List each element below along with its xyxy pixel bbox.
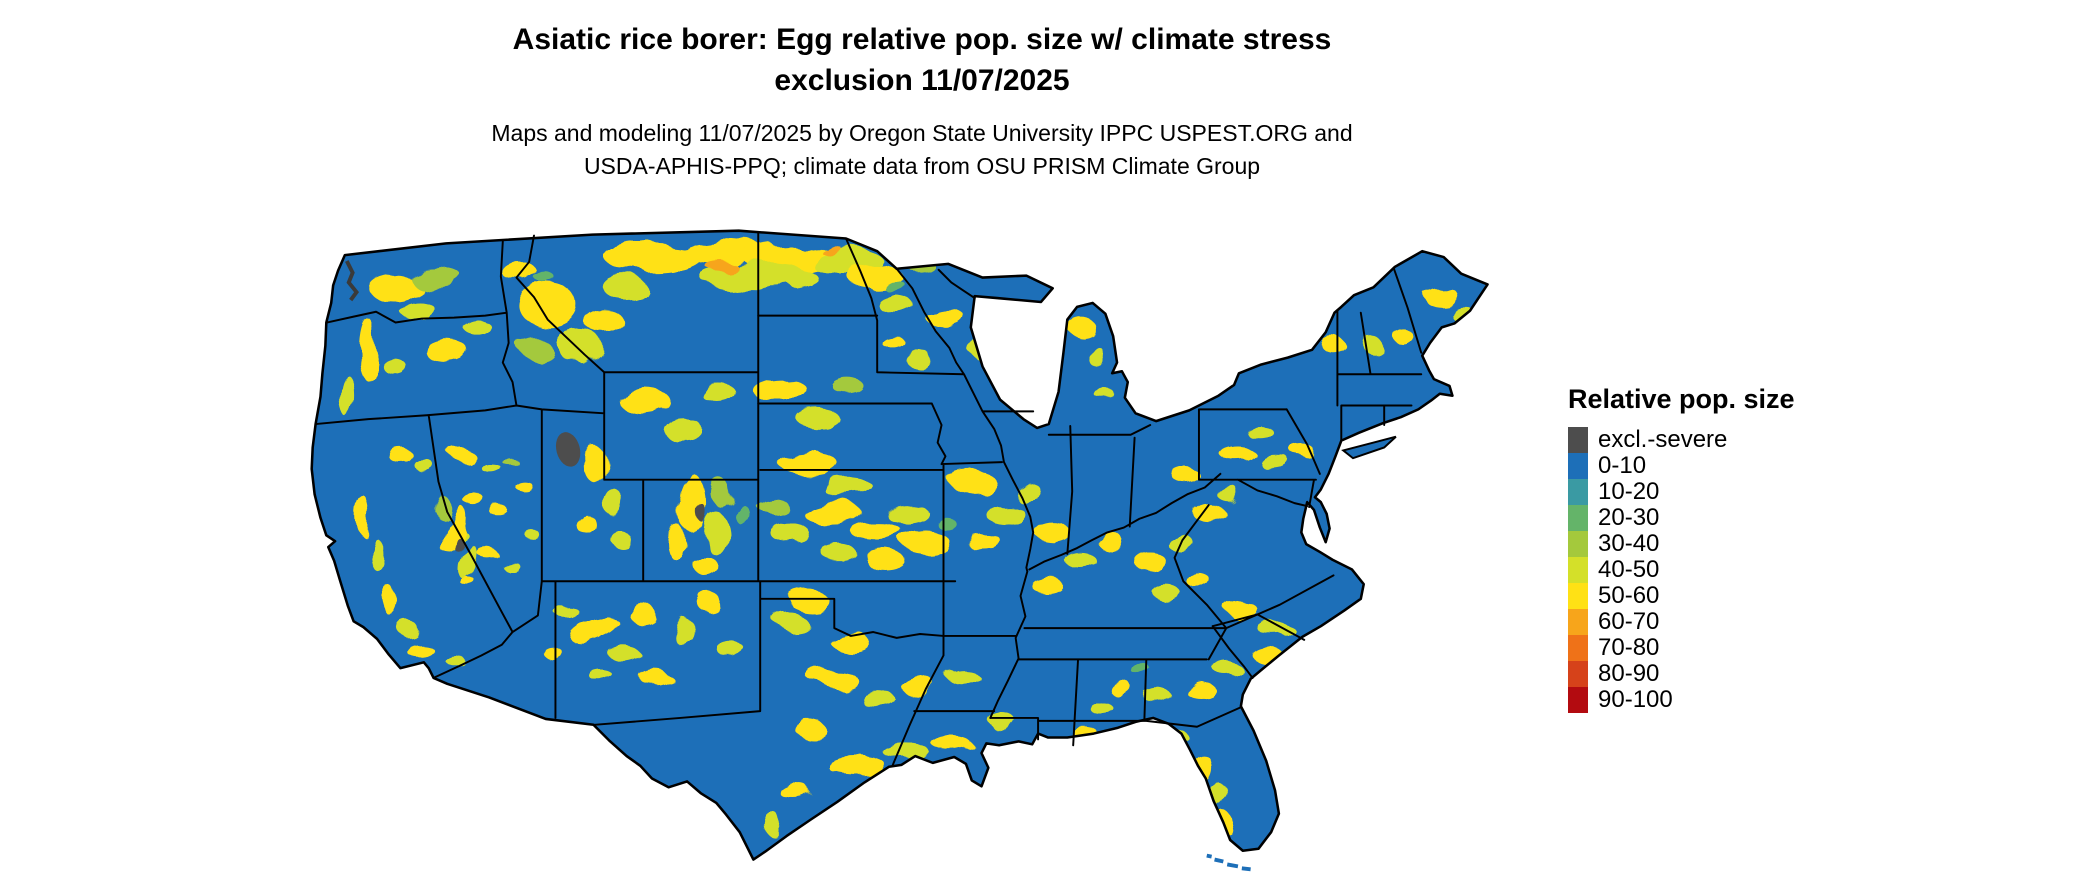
florida-keys [1206,853,1251,872]
us-map [300,218,1548,882]
subtitle-line-2: USDA-APHIS-PPQ; climate data from OSU PR… [583,153,1261,180]
legend-label: 80-90 [1598,660,1660,687]
page-title: Asiatic rice borer: Egg relative pop. si… [0,20,1844,101]
legend-swatch [1568,427,1588,453]
legend-item: 50-60 [1568,583,1795,609]
legend-label: 20-30 [1598,504,1660,531]
legend-swatch [1568,453,1588,479]
header: Asiatic rice borer: Egg relative pop. si… [0,20,1844,184]
legend: Relative pop. size excl.-severe 0-10 10-20… [1568,384,1795,713]
legend-swatch [1568,661,1588,687]
legend-swatch [1568,531,1588,557]
legend-swatch [1568,557,1588,583]
us-map-svg [310,229,1489,872]
legend-item: 0-10 [1568,453,1795,479]
legend-label: 0-10 [1598,452,1647,479]
legend-items: excl.-severe 0-10 10-20 20-30 30-40 40-50 50-6… [1568,427,1795,713]
title-line-1: Asiatic rice borer: Egg relative pop. si… [512,23,1332,56]
legend-item: 60-70 [1568,609,1795,635]
legend-item: 40-50 [1568,557,1795,583]
legend-item: 90-100 [1568,687,1795,713]
legend-item: 10-20 [1568,479,1795,505]
legend-label: 70-80 [1598,634,1660,661]
legend-swatch [1568,609,1588,635]
legend-swatch [1568,635,1588,661]
page-subtitle: Maps and modeling 11/07/2025 by Oregon S… [0,117,1844,184]
legend-title: Relative pop. size [1568,384,1795,414]
legend-swatch [1568,505,1588,531]
legend-item: excl.-severe [1568,427,1795,453]
legend-label: 40-50 [1598,556,1660,583]
legend-label: 30-40 [1598,530,1660,557]
legend-item: 70-80 [1568,635,1795,661]
legend-label: 50-60 [1598,582,1660,609]
puget-sound [345,260,360,302]
legend-item: 80-90 [1568,661,1795,687]
legend-label: 90-100 [1598,686,1673,713]
subtitle-line-1: Maps and modeling 11/07/2025 by Oregon S… [491,120,1353,146]
legend-label: excl.-severe [1598,426,1728,453]
title-line-2: exclusion 11/07/2025 [774,63,1070,97]
legend-swatch [1568,479,1588,505]
legend-swatch [1568,687,1588,713]
legend-label: 60-70 [1598,608,1660,635]
legend-swatch [1568,583,1588,609]
great-salt-lake [555,432,581,467]
state-borders [314,231,1423,766]
legend-item: 20-30 [1568,505,1795,531]
long-island [1341,435,1397,460]
legend-item: 30-40 [1568,531,1795,557]
legend-label: 10-20 [1598,478,1660,505]
